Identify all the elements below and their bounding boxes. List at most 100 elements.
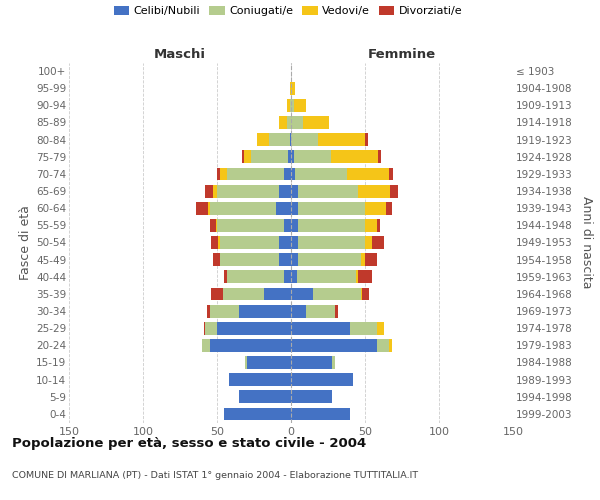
Bar — [251, 150, 288, 163]
Bar — [365, 202, 386, 214]
Text: Femmine: Femmine — [368, 48, 436, 61]
Bar — [291, 184, 298, 198]
Bar — [386, 202, 392, 214]
Bar — [242, 150, 244, 163]
Bar — [196, 202, 208, 214]
Bar — [291, 304, 306, 318]
Bar — [291, 339, 377, 352]
Bar — [389, 168, 393, 180]
Bar — [297, 270, 356, 283]
Bar — [291, 150, 294, 163]
Bar — [290, 133, 291, 146]
Bar — [211, 288, 223, 300]
Bar — [218, 236, 220, 249]
Bar — [298, 219, 365, 232]
Bar — [229, 373, 291, 386]
Bar — [365, 253, 377, 266]
Bar — [291, 390, 332, 403]
Bar — [390, 184, 398, 198]
Bar — [358, 270, 373, 283]
Bar — [291, 99, 294, 112]
Bar — [379, 150, 381, 163]
Bar — [377, 339, 389, 352]
Y-axis label: Fasce di età: Fasce di età — [19, 205, 32, 280]
Bar — [291, 322, 350, 334]
Bar — [291, 202, 298, 214]
Bar — [294, 150, 331, 163]
Bar — [244, 150, 251, 163]
Bar — [291, 82, 295, 94]
Bar — [206, 304, 209, 318]
Bar — [361, 288, 362, 300]
Bar — [298, 236, 365, 249]
Bar — [291, 356, 332, 369]
Bar — [239, 390, 291, 403]
Bar — [227, 270, 284, 283]
Bar — [257, 133, 269, 146]
Bar — [377, 322, 384, 334]
Bar — [295, 168, 347, 180]
Bar — [279, 236, 291, 249]
Bar — [361, 253, 365, 266]
Bar — [224, 270, 227, 283]
Bar — [298, 202, 365, 214]
Bar — [217, 184, 279, 198]
Bar — [215, 219, 217, 232]
Bar — [356, 270, 358, 283]
Bar — [317, 133, 365, 146]
Bar — [294, 99, 306, 112]
Bar — [227, 168, 284, 180]
Bar — [245, 356, 247, 369]
Bar — [224, 408, 291, 420]
Bar — [298, 184, 358, 198]
Bar — [220, 236, 279, 249]
Bar — [212, 184, 217, 198]
Bar — [284, 168, 291, 180]
Bar — [350, 322, 377, 334]
Bar — [303, 116, 329, 129]
Bar — [288, 150, 291, 163]
Bar — [220, 253, 279, 266]
Bar — [365, 236, 373, 249]
Bar — [265, 288, 291, 300]
Bar — [306, 304, 335, 318]
Bar — [335, 304, 338, 318]
Bar — [291, 373, 353, 386]
Text: Maschi: Maschi — [154, 48, 206, 61]
Text: Popolazione per età, sesso e stato civile - 2004: Popolazione per età, sesso e stato civil… — [12, 437, 366, 450]
Bar — [365, 219, 377, 232]
Bar — [205, 184, 212, 198]
Bar — [291, 288, 313, 300]
Bar — [290, 82, 291, 94]
Text: COMUNE DI MARLIANA (PT) - Dati ISTAT 1° gennaio 2004 - Elaborazione TUTTITALIA.I: COMUNE DI MARLIANA (PT) - Dati ISTAT 1° … — [12, 471, 418, 480]
Bar — [298, 253, 361, 266]
Bar — [284, 270, 291, 283]
Bar — [203, 322, 205, 334]
Bar — [279, 116, 287, 129]
Bar — [247, 356, 291, 369]
Bar — [269, 133, 290, 146]
Bar — [362, 288, 370, 300]
Bar — [291, 219, 298, 232]
Bar — [347, 168, 389, 180]
Legend: Celibi/Nubili, Coniugati/e, Vedovi/e, Divorziati/e: Celibi/Nubili, Coniugati/e, Vedovi/e, Di… — [113, 6, 463, 16]
Bar — [209, 202, 276, 214]
Bar — [220, 168, 227, 180]
Bar — [365, 133, 368, 146]
Bar — [276, 202, 291, 214]
Bar — [377, 219, 380, 232]
Bar — [208, 202, 209, 214]
Bar — [217, 322, 291, 334]
Bar — [209, 304, 239, 318]
Bar — [279, 253, 291, 266]
Bar — [209, 219, 215, 232]
Bar — [291, 133, 317, 146]
Bar — [313, 288, 361, 300]
Bar — [287, 99, 290, 112]
Bar — [358, 184, 390, 198]
Bar — [205, 322, 217, 334]
Bar — [217, 168, 220, 180]
Bar — [331, 150, 379, 163]
Bar — [284, 219, 291, 232]
Bar — [291, 236, 298, 249]
